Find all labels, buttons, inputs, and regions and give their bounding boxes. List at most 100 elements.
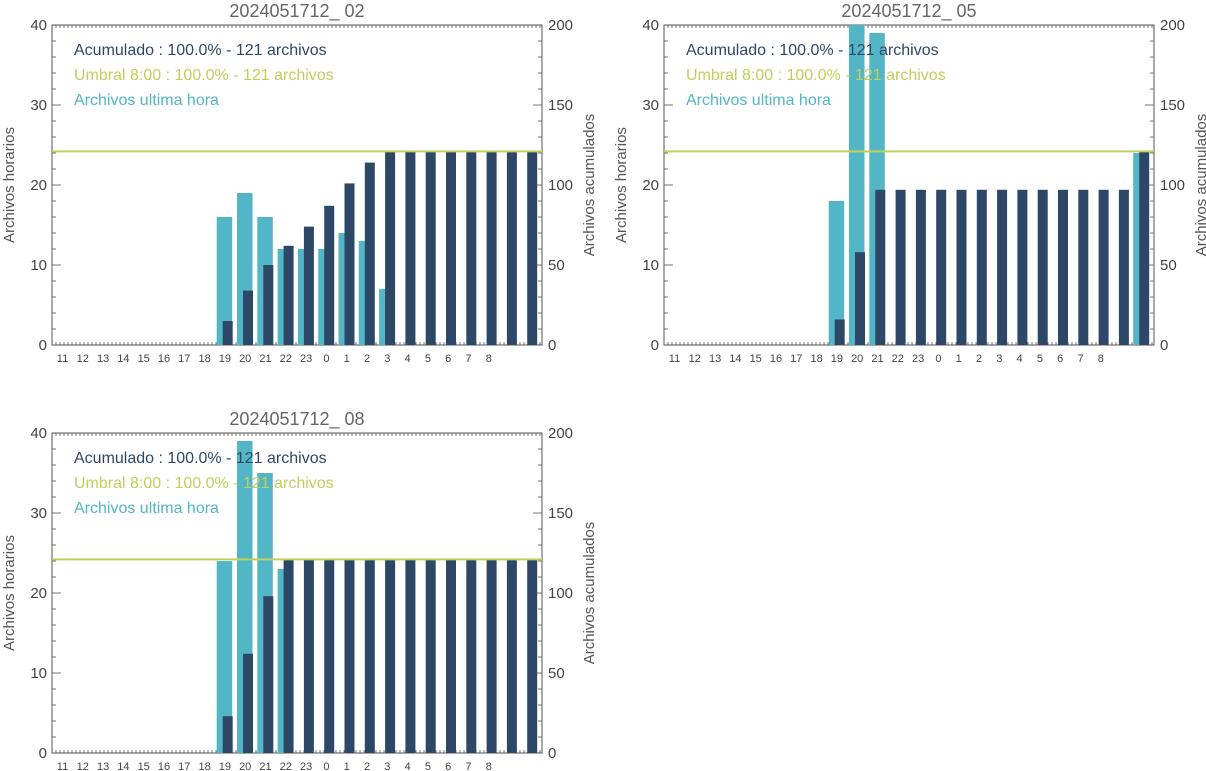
x-tick-label: 13 <box>97 761 109 771</box>
y-left-axis-label: Archivos horarios <box>1 535 18 651</box>
bar-cumulative <box>283 245 294 345</box>
bars-group <box>216 151 538 345</box>
bar-cumulative <box>915 189 926 345</box>
bar-cumulative <box>263 596 274 753</box>
x-tick-label: 14 <box>117 761 129 771</box>
y-right-tick-label: 0 <box>548 337 556 354</box>
bar-cumulative <box>855 252 865 345</box>
x-tick-label: 23 <box>300 353 312 365</box>
y-left-tick-label: 30 <box>30 97 47 114</box>
x-tick-label: 15 <box>138 761 150 771</box>
x-tick-label: 14 <box>117 353 129 365</box>
bar-cumulative <box>385 559 396 753</box>
bar-cumulative <box>506 151 517 345</box>
x-tick-label: 22 <box>280 761 292 771</box>
x-tick-label: 15 <box>750 353 762 365</box>
x-tick-label: 7 <box>465 761 471 771</box>
y-right-tick-label: 50 <box>1160 257 1177 274</box>
x-tick-label: 3 <box>996 353 1002 365</box>
bar-cumulative <box>1139 151 1150 345</box>
y-left-tick-label: 40 <box>642 17 659 34</box>
x-tick-label: 8 <box>1098 353 1104 365</box>
x-tick-label: 4 <box>405 353 411 365</box>
x-tick-label: 4 <box>405 761 411 771</box>
x-tick-label: 6 <box>445 761 451 771</box>
y-right-tick-label: 50 <box>548 665 565 682</box>
legend-entry: Umbral 8:00 : 100.0% - 121 archivos <box>686 67 946 84</box>
x-tick-label: 19 <box>831 353 843 365</box>
x-tick-label: 13 <box>709 353 721 365</box>
bar-cumulative <box>466 559 477 753</box>
x-tick-label: 22 <box>280 353 292 365</box>
y-left-tick-label: 40 <box>30 425 47 442</box>
x-tick-label: 7 <box>465 353 471 365</box>
y-right-tick-label: 200 <box>1160 17 1185 34</box>
x-tick-label: 15 <box>138 353 150 365</box>
y-left-tick-label: 30 <box>642 97 659 114</box>
x-tick-label: 2 <box>364 353 370 365</box>
legend-entry: Acumulado : 100.0% - 121 archivos <box>74 450 327 467</box>
bar-cumulative <box>405 151 416 345</box>
x-tick-label: 20 <box>239 761 251 771</box>
y-left-tick-label: 20 <box>30 177 47 194</box>
x-tick-label: 6 <box>1057 353 1063 365</box>
bar-cumulative <box>222 716 233 753</box>
bar-cumulative <box>344 183 355 345</box>
chart-title: 2024051712_ 05 <box>841 1 976 22</box>
x-tick-label: 21 <box>259 353 271 365</box>
bar-cumulative <box>956 189 967 345</box>
y-right-axis-label: Archivos acumulados <box>581 114 598 257</box>
y-left-tick-label: 40 <box>30 17 47 34</box>
bar-cumulative <box>997 189 1008 345</box>
y-right-tick-label: 200 <box>548 425 573 442</box>
bar-cumulative <box>527 151 538 345</box>
bar-cumulative <box>1078 189 1089 345</box>
y-right-axis-label: Archivos acumulados <box>581 522 598 665</box>
x-tick-label: 17 <box>790 353 802 365</box>
bar-cumulative <box>222 321 233 345</box>
x-tick-label: 16 <box>158 353 170 365</box>
x-tick-label: 1 <box>344 761 350 771</box>
x-tick-label: 4 <box>1017 353 1023 365</box>
x-tick-label: 11 <box>57 353 68 365</box>
bar-cumulative <box>364 162 375 345</box>
x-tick-label: 18 <box>198 353 210 365</box>
x-tick-label: 8 <box>486 761 492 771</box>
y-left-axis-label: Archivos horarios <box>1 127 18 243</box>
x-tick-label: 16 <box>770 353 782 365</box>
bar-cumulative <box>1037 189 1048 345</box>
x-tick-label: 23 <box>912 353 924 365</box>
bar-cumulative <box>405 559 416 753</box>
y-right-tick-label: 150 <box>548 505 573 522</box>
x-tick-label: 21 <box>259 761 271 771</box>
chart-title: 2024051712_ 02 <box>229 1 364 22</box>
bar-cumulative <box>1098 189 1109 345</box>
y-right-tick-label: 50 <box>548 257 565 274</box>
y-left-tick-label: 10 <box>642 257 659 274</box>
x-tick-label: 13 <box>97 353 109 365</box>
bar-hourly <box>216 217 233 345</box>
x-tick-label: 1 <box>344 353 350 365</box>
bar-cumulative <box>324 559 335 753</box>
x-tick-label: 7 <box>1077 353 1083 365</box>
bars-group <box>216 441 538 753</box>
y-right-axis-label: Archivos acumulados <box>1193 114 1206 257</box>
y-left-tick-label: 20 <box>30 585 47 602</box>
bar-cumulative <box>344 559 355 753</box>
bar-cumulative <box>936 189 947 345</box>
x-tick-label: 19 <box>219 353 231 365</box>
bar-cumulative <box>1058 189 1068 345</box>
x-tick-label: 20 <box>239 353 251 365</box>
legend-entry: Acumulado : 100.0% - 121 archivos <box>74 42 327 59</box>
bar-cumulative <box>527 559 538 753</box>
bar-hourly <box>828 201 845 345</box>
x-tick-label: 12 <box>77 761 89 771</box>
x-tick-label: 11 <box>57 761 68 771</box>
x-tick-label: 18 <box>198 761 210 771</box>
x-tick-label: 17 <box>178 353 190 365</box>
x-tick-label: 14 <box>729 353 741 365</box>
y-left-tick-label: 20 <box>642 177 659 194</box>
y-left-tick-label: 10 <box>30 257 47 274</box>
x-tick-label: 11 <box>669 353 680 365</box>
